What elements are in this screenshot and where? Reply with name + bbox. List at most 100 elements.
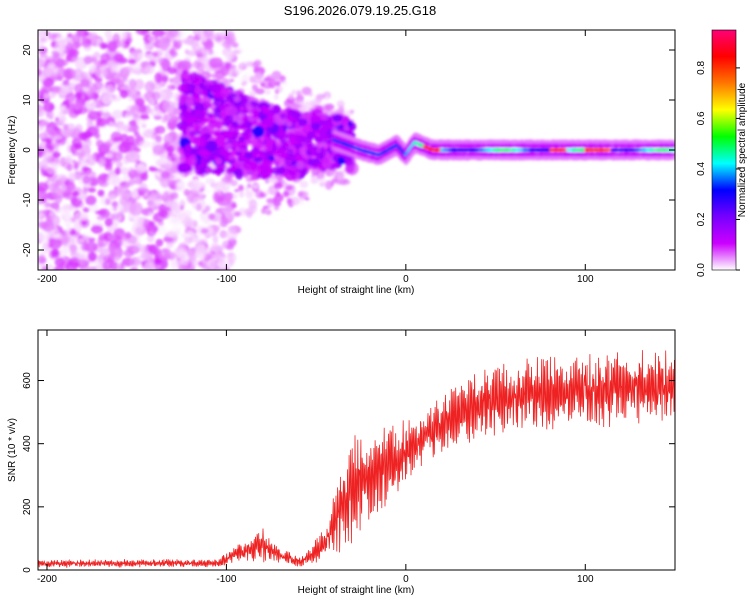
spectrogram-cell (38, 132, 48, 140)
spectrogram-cell (54, 35, 67, 46)
spectrogram-cell (186, 37, 194, 46)
spectrogram-cell (219, 230, 228, 239)
spectrogram-cell (108, 194, 116, 201)
spectrogram-cell (207, 114, 218, 124)
spectrogram-cell (129, 169, 143, 178)
spectrogram-cell (170, 50, 178, 58)
colorbar-gradient (711, 29, 737, 271)
spectrogram-cell (299, 180, 309, 189)
spectrogram-cell (154, 72, 162, 84)
spectrogram-cell (195, 62, 205, 72)
spectrogram-cell (157, 186, 165, 196)
spectrogram-cell (182, 217, 194, 227)
spectrogram-cell (247, 95, 255, 101)
spectrogram-cell (194, 86, 202, 93)
spectrogram-cell (42, 149, 53, 162)
spectrogram-cell (246, 211, 253, 219)
spectrogram-cell (179, 204, 185, 211)
spectrogram-cell (129, 201, 143, 216)
spectrogram-cell (305, 140, 314, 151)
spectrogram-cell (198, 167, 205, 175)
colorbar-tick-label: 0.0 (696, 263, 707, 277)
spectrogram-cell (212, 253, 223, 259)
spectrogram-cell (151, 109, 163, 117)
spectrogram-heatmap (38, 30, 675, 270)
spectrogram-cell (245, 190, 254, 199)
spectrogram-cell (212, 97, 224, 107)
spectrogram-cell (266, 198, 276, 204)
spectrogram-cell (44, 202, 51, 208)
spectrogram-cell (59, 86, 71, 95)
spectrogram-cell (297, 99, 305, 106)
spectrogram-cell (256, 173, 262, 178)
spectrogram-cell (157, 225, 167, 236)
spectrogram-cell (227, 252, 234, 258)
spectrogram-cell (247, 112, 254, 120)
spectrogram-cell (188, 179, 203, 191)
spectrogram-cell (80, 78, 91, 89)
spectrogram-cell (50, 180, 61, 192)
spectrogram-cell (297, 191, 304, 197)
spectrogram-cell (176, 39, 183, 45)
spectrogram-cell (108, 121, 115, 129)
spectrogram-cell (242, 131, 249, 137)
spectrogram-cell (83, 31, 90, 36)
spectrogram-cell (103, 157, 113, 163)
spectrogram-cell (285, 185, 293, 191)
spectrogram-cell (130, 50, 139, 57)
spectrogram-cell (228, 69, 236, 78)
spectrogram-cell (268, 78, 276, 89)
spectrogram-cell (213, 106, 222, 118)
spectrogram-cell (184, 143, 193, 152)
spectrogram-cell (90, 83, 98, 93)
spectrogram-cell (66, 42, 73, 52)
spectrogram-cell (237, 104, 249, 114)
spectrogram-cell (167, 84, 177, 90)
y-tick-label: -10 (22, 192, 33, 207)
x-tick-label: 0 (403, 274, 409, 285)
spectrogram-cell (203, 132, 211, 140)
spectrogram-cell (77, 157, 87, 168)
colorbar-tick-label: 0.8 (696, 61, 707, 75)
spectrogram-cell (43, 209, 51, 215)
spectrogram-cell (78, 238, 85, 243)
spectrogram-cell (119, 190, 131, 202)
spectrogram-cell (128, 235, 137, 245)
spectrogram-cell (309, 98, 322, 106)
spectrogram-cell (146, 234, 155, 243)
spectrogram-cell (51, 215, 60, 222)
spectrogram-cell (139, 114, 150, 120)
spectrogram-cell (57, 209, 66, 216)
spectrogram-cell (85, 195, 97, 206)
spectrogram-cell (92, 125, 100, 135)
spectrogram-cell (239, 63, 244, 69)
spectrogram-cell (170, 191, 179, 200)
spectrogram-cell (137, 127, 146, 134)
spectrogram-cell (184, 236, 194, 245)
spectrogram-cell (38, 191, 48, 199)
spectrogram-cell (129, 267, 138, 270)
spectrogram-cell (115, 186, 124, 194)
spectrogram-cell (306, 150, 313, 156)
spectrogram-cell (122, 30, 132, 39)
spectrogram-cell (324, 103, 335, 111)
spectrogram-cell (151, 30, 166, 37)
spectrogram-cell (208, 200, 217, 210)
spectrogram-cell (143, 44, 151, 52)
spectrogram-cell (203, 84, 214, 90)
snr-y-ticks: 0 200 400 600 (22, 372, 675, 573)
spectrogram-cell (190, 149, 198, 155)
snr-x-ticks: -200 -100 0 100 (37, 330, 594, 585)
spectrogram-cell (153, 104, 161, 110)
spectrogram-cell (166, 135, 174, 143)
spectrogram-cell (61, 105, 67, 110)
spectrogram-cell (38, 254, 47, 265)
x-tick-label: -100 (216, 274, 236, 285)
spectrogram-cell (114, 53, 125, 62)
spectrogram-cell (315, 94, 324, 101)
spectrogram-cell (262, 159, 274, 169)
spectrogram-cell (238, 92, 245, 98)
spectrogram-cell (291, 89, 297, 95)
spectrogram-cell (105, 198, 111, 205)
spectrogram-cell (110, 131, 123, 143)
